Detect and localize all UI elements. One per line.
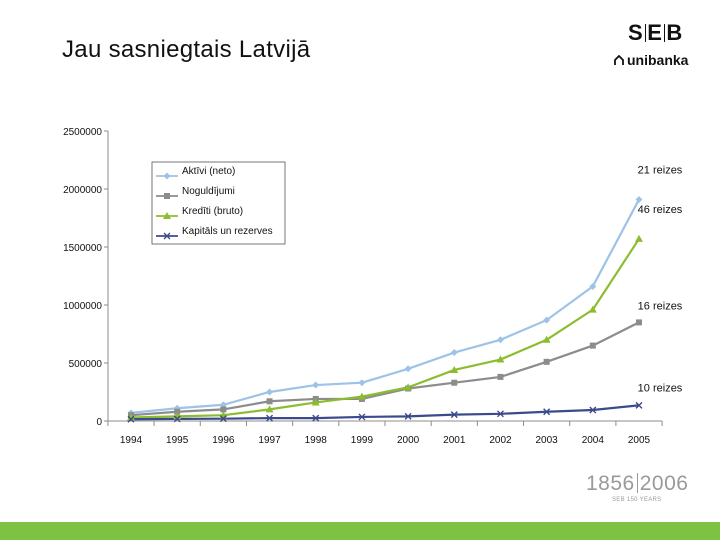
data-point xyxy=(496,410,504,418)
data-point xyxy=(404,365,412,373)
x-tick-label: 1998 xyxy=(305,435,328,446)
x-tick-label: 1997 xyxy=(258,435,281,446)
data-point xyxy=(127,415,135,423)
data-point xyxy=(266,398,273,405)
chart-annotations: 21 reizes 46 reizes 16 reizes 10 reizes xyxy=(638,164,683,394)
chart-legend: Aktīvi (neto) Noguldījumi Kredīti (bruto) K… xyxy=(151,161,286,245)
data-point xyxy=(543,408,551,416)
legend-entry: Kapitāls un rezerves xyxy=(182,226,273,237)
data-point xyxy=(127,413,135,421)
house-icon xyxy=(614,55,624,65)
legend-swatch-marker xyxy=(164,193,170,199)
series-line-3 xyxy=(130,404,640,421)
data-point xyxy=(312,381,320,389)
data-point xyxy=(451,379,458,386)
data-point xyxy=(635,234,643,242)
data-point xyxy=(496,336,504,344)
footer-green-band xyxy=(0,522,720,540)
data-point xyxy=(589,282,597,290)
series-markers xyxy=(127,195,643,423)
data-point xyxy=(543,316,551,324)
x-tick-label: 1996 xyxy=(212,435,235,446)
data-point xyxy=(542,335,551,343)
data-point xyxy=(358,379,366,387)
annotation-label: 46 reizes xyxy=(638,204,683,216)
legend-swatch-marker xyxy=(163,212,171,219)
data-point xyxy=(635,401,643,409)
data-point xyxy=(636,319,642,326)
unibanka-text: unibanka xyxy=(627,52,689,68)
data-point xyxy=(404,383,413,391)
x-tick-label: 2002 xyxy=(489,435,512,446)
legend-swatch-marker xyxy=(163,172,171,180)
y-tick-label: 0 xyxy=(96,417,102,428)
data-point xyxy=(311,398,320,406)
anniversary-year-end: 2006 xyxy=(639,472,689,495)
data-point xyxy=(635,195,643,203)
y-tick-label: 1000000 xyxy=(63,301,102,312)
legend-entry: Aktīvi (neto) xyxy=(182,166,235,177)
data-point xyxy=(266,388,274,396)
legend-entry: Noguldījumi xyxy=(182,186,235,197)
series-lines xyxy=(130,198,640,421)
data-point xyxy=(589,406,597,414)
data-point xyxy=(543,358,550,365)
x-tick-label: 2003 xyxy=(536,435,559,446)
x-tick-label: 1994 xyxy=(120,435,143,446)
anniversary-year-start: 1856 xyxy=(586,472,635,495)
data-point xyxy=(358,413,366,421)
x-tick-label: 1995 xyxy=(166,435,189,446)
data-point xyxy=(588,305,597,313)
x-tick-label: 1999 xyxy=(351,435,374,446)
data-point xyxy=(312,414,320,422)
data-point xyxy=(219,415,227,423)
logo-letter-e: E xyxy=(647,20,663,45)
data-point xyxy=(174,408,181,415)
data-point xyxy=(357,392,366,400)
series-line-1 xyxy=(130,321,640,417)
y-tick-label: 2500000 xyxy=(63,127,102,138)
data-point xyxy=(450,349,458,357)
data-point xyxy=(496,355,505,363)
anniversary-logo: 1856 2006 SEB 150 YEARS xyxy=(586,472,696,503)
annotation-label: 16 reizes xyxy=(638,300,683,312)
series-line-2 xyxy=(130,238,640,419)
data-point xyxy=(497,373,504,380)
x-tick-label: 2005 xyxy=(628,435,651,446)
x-tick-labels: 1994 1995 1996 1997 1998 1999 2000 2001 2002 2003… xyxy=(120,435,651,446)
annotation-label: 10 reizes xyxy=(638,382,683,394)
data-point xyxy=(450,365,459,373)
data-point xyxy=(450,411,458,419)
series-line-0 xyxy=(130,198,640,414)
y-tick-label: 500000 xyxy=(69,359,103,370)
legend-entry: Kredīti (bruto) xyxy=(182,206,243,217)
data-point xyxy=(589,342,596,349)
anniversary-subtitle: SEB 150 YEARS xyxy=(612,497,662,503)
x-tick-label: 2000 xyxy=(397,435,420,446)
chart-axes xyxy=(104,130,663,426)
logo-letter-s: S xyxy=(628,20,644,45)
y-tick-label: 2000000 xyxy=(63,185,102,196)
data-point xyxy=(266,414,274,422)
y-tick-labels: 0 500000 1000000 1500000 2000000 2500000 xyxy=(63,127,102,428)
data-point xyxy=(404,412,412,420)
annotation-label: 21 reizes xyxy=(638,164,683,176)
x-tick-label: 2004 xyxy=(582,435,605,446)
x-tick-label: 2001 xyxy=(443,435,466,446)
slide-title: Jau sasniegtais Latvijā xyxy=(62,36,311,63)
data-point xyxy=(265,405,274,413)
unibanka-wordmark: unibanka xyxy=(614,52,688,68)
y-tick-label: 1500000 xyxy=(63,243,102,254)
legend-swatch-marker xyxy=(163,232,171,240)
data-point xyxy=(220,406,227,413)
logo-letter-b: B xyxy=(666,20,684,45)
data-point xyxy=(173,415,181,423)
